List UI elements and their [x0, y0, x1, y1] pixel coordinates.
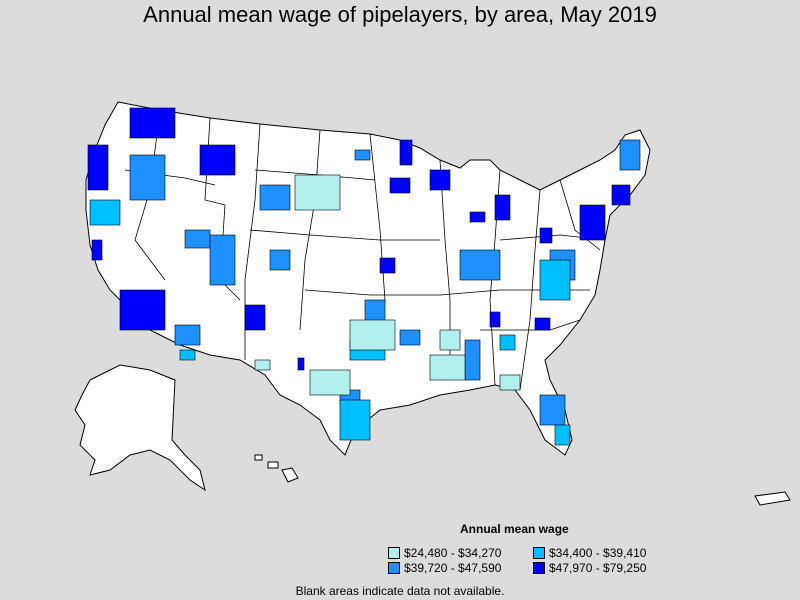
legend-swatch-tier-3 [388, 562, 400, 574]
areas-tier-4 [87, 107, 631, 371]
legend-item-tier-3: $39,720 - $47,590 [388, 561, 501, 575]
legend-label-tier-1: $24,480 - $34,270 [404, 546, 502, 560]
wage-areas [87, 107, 641, 446]
hawaii [254, 454, 299, 483]
legend-label-tier-2: $34,400 - $39,410 [549, 546, 647, 560]
map-title: Annual mean wage of pipelayers, by area,… [143, 2, 657, 27]
contiguous-us-outline [85, 101, 651, 456]
footnote: Blank areas indicate data not available. [295, 584, 505, 598]
legend-swatch-tier-4 [533, 562, 545, 574]
legend-swatch-tier-2 [533, 547, 545, 559]
areas-tier-3 [129, 139, 641, 426]
alaska [74, 364, 206, 492]
areas-tier-1 [254, 174, 521, 396]
legend-label-tier-3: $39,720 - $47,590 [404, 561, 502, 575]
legend-item-tier-4: $47,970 - $79,250 [533, 561, 646, 575]
legend-swatch-tier-1 [388, 547, 400, 559]
legend-item-tier-1: $24,480 - $34,270 [388, 546, 501, 560]
puerto-rico [754, 491, 791, 506]
legend-label-tier-4: $47,970 - $79,250 [549, 561, 647, 575]
legend-title: Annual mean wage [460, 522, 569, 536]
legend-item-tier-2: $34,400 - $39,410 [533, 546, 646, 560]
